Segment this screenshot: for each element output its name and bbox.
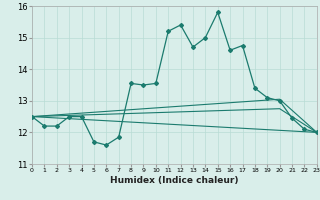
X-axis label: Humidex (Indice chaleur): Humidex (Indice chaleur) (110, 176, 239, 185)
